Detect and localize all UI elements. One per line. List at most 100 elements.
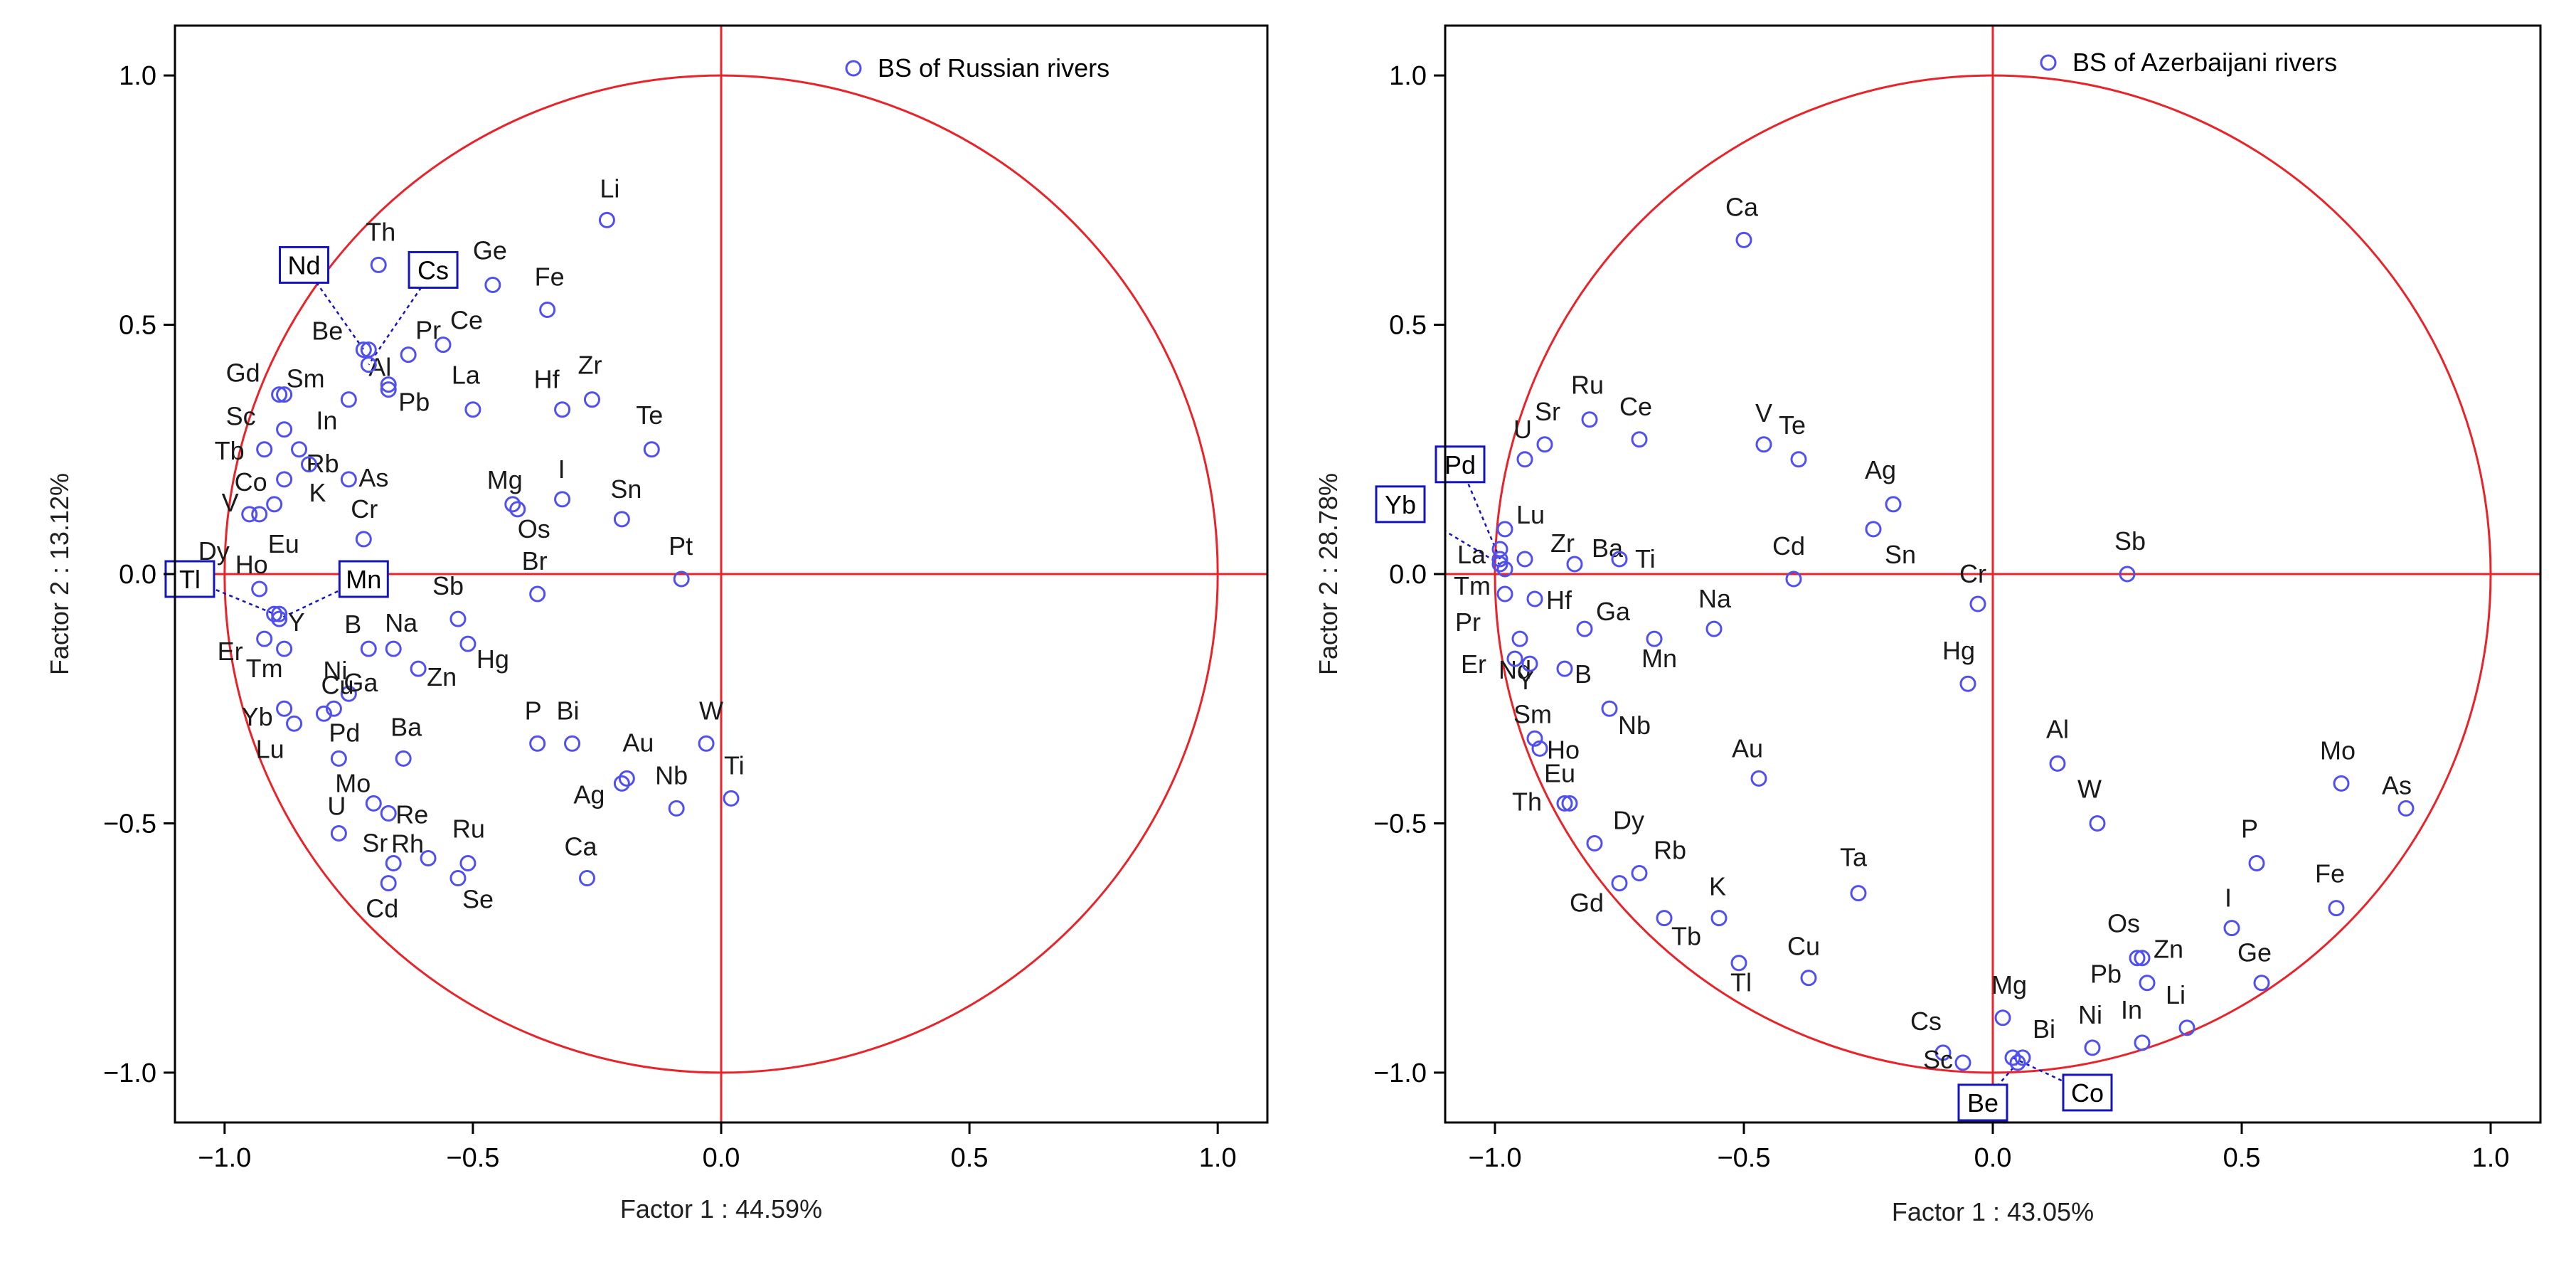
point-pr xyxy=(1496,585,1513,603)
point-label-ba: Ba xyxy=(390,712,422,741)
point-br xyxy=(529,585,546,603)
point-label-w: W xyxy=(699,696,723,725)
point-au xyxy=(618,770,635,787)
point-label-zr: Zr xyxy=(578,351,602,380)
point-rb xyxy=(291,441,308,458)
point-label-cr: Cr xyxy=(351,494,378,524)
boxed-label-co: Co xyxy=(2062,1073,2113,1112)
point-label-ce: Ce xyxy=(1619,392,1652,421)
point-label-mo: Mo xyxy=(2320,736,2356,765)
point-pb xyxy=(380,381,397,398)
point-er xyxy=(1506,650,1523,667)
point-as xyxy=(340,471,357,488)
point-sr xyxy=(1536,436,1553,453)
point-label-u: U xyxy=(327,791,346,820)
point-label-nb: Nb xyxy=(655,760,688,790)
point-na xyxy=(1705,620,1723,637)
svg-text:Pd: Pd xyxy=(1444,450,1476,479)
point-pb xyxy=(2139,975,2156,992)
point-label-ho: Ho xyxy=(235,550,268,579)
x-tick-label: 1.0 xyxy=(1199,1143,1237,1173)
point-label-th: Th xyxy=(366,217,395,246)
point-label-cu: Cu xyxy=(1787,932,1820,961)
point-w xyxy=(698,735,715,752)
point-na xyxy=(385,640,402,657)
point-re xyxy=(380,805,397,822)
point-label-fe: Fe xyxy=(2315,859,2345,888)
point-label-eu: Eu xyxy=(268,529,299,558)
legend: BS of Russian rivers xyxy=(845,53,1109,83)
point-lu xyxy=(1496,521,1513,538)
y-tick-label: −1.0 xyxy=(1373,1058,1427,1088)
point-label-er: Er xyxy=(218,637,243,666)
point-ce xyxy=(435,336,452,354)
point-label-yb: Yb xyxy=(242,702,273,731)
point-label-ge: Ge xyxy=(473,235,507,265)
point-b xyxy=(1556,660,1573,677)
boxed-label-mn: Mn xyxy=(338,560,389,598)
point-yb xyxy=(1491,556,1508,573)
point-lu xyxy=(286,715,303,732)
point-label-th: Th xyxy=(1512,787,1542,816)
point-ba xyxy=(1566,556,1583,573)
point-label-zr: Zr xyxy=(1550,529,1575,558)
point-label-pr: Pr xyxy=(1455,607,1481,637)
point-label-y: Y xyxy=(288,607,305,637)
point-ga xyxy=(1576,620,1593,637)
point-li xyxy=(2178,1019,2196,1036)
point-th xyxy=(370,256,387,273)
point-label-w: W xyxy=(2077,774,2102,803)
point-label-zn: Zn xyxy=(427,662,457,691)
point-label-cd: Cd xyxy=(366,894,398,923)
point-mo xyxy=(2333,775,2350,792)
point-label-er: Er xyxy=(1461,649,1486,679)
point-label-sc: Sc xyxy=(226,402,256,431)
y-axis-title: Factor 2 : 28.78% xyxy=(1314,473,1343,675)
point-label-hg: Hg xyxy=(1942,636,1975,665)
point-label-al: Al xyxy=(368,353,391,382)
point-ge xyxy=(484,276,501,293)
point-label-ga: Ga xyxy=(1596,597,1631,626)
point-label-ho: Ho xyxy=(1547,735,1580,764)
point-label-b: B xyxy=(1575,659,1592,689)
point-te xyxy=(643,441,660,458)
point-label-k: K xyxy=(309,478,326,507)
point-label-ag: Ag xyxy=(1865,455,1896,484)
point-label-sn: Sn xyxy=(610,474,642,504)
point-label-zn: Zn xyxy=(2154,935,2183,964)
point-ni xyxy=(2084,1039,2101,1056)
point-zn xyxy=(410,660,427,677)
point-label-li: Li xyxy=(2166,980,2186,1009)
y-tick-label: 1.0 xyxy=(119,61,156,91)
point-tm xyxy=(1496,561,1513,578)
svg-text:Nd: Nd xyxy=(288,250,321,280)
y-tick-label: 0.0 xyxy=(1389,560,1427,590)
point-co xyxy=(2004,1049,2021,1066)
point-label-ba: Ba xyxy=(1592,534,1624,563)
point-cd xyxy=(1785,570,1802,588)
point-label-ni: Ni xyxy=(323,656,347,685)
point-label-i: I xyxy=(2225,883,2232,913)
y-tick-label: 0.0 xyxy=(119,560,156,590)
point-la xyxy=(464,401,481,418)
point-mo xyxy=(365,795,382,812)
point-pd xyxy=(330,750,347,767)
point-ru xyxy=(459,855,477,872)
point-u xyxy=(330,824,347,842)
point-tl xyxy=(1730,955,1747,972)
point-label-te: Te xyxy=(636,400,663,430)
point-pr xyxy=(400,346,417,363)
point-i xyxy=(554,491,571,508)
point-label-rb: Rb xyxy=(307,449,339,478)
point-hg xyxy=(459,635,477,652)
point-p xyxy=(529,735,546,752)
x-tick-label: 0.0 xyxy=(703,1143,740,1173)
point-label-bi: Bi xyxy=(2033,1014,2055,1044)
point-label-be: Be xyxy=(312,317,343,346)
plot-area: Ca Ru SrU Ce V Te Lu Ag Sn La Zr Ba Ti Tm Cd Sb Pr Hf Cr Ga… xyxy=(1445,26,2540,1123)
point-b xyxy=(360,640,377,657)
y-tick-label: −0.5 xyxy=(103,809,156,839)
point-ge xyxy=(2253,975,2270,992)
